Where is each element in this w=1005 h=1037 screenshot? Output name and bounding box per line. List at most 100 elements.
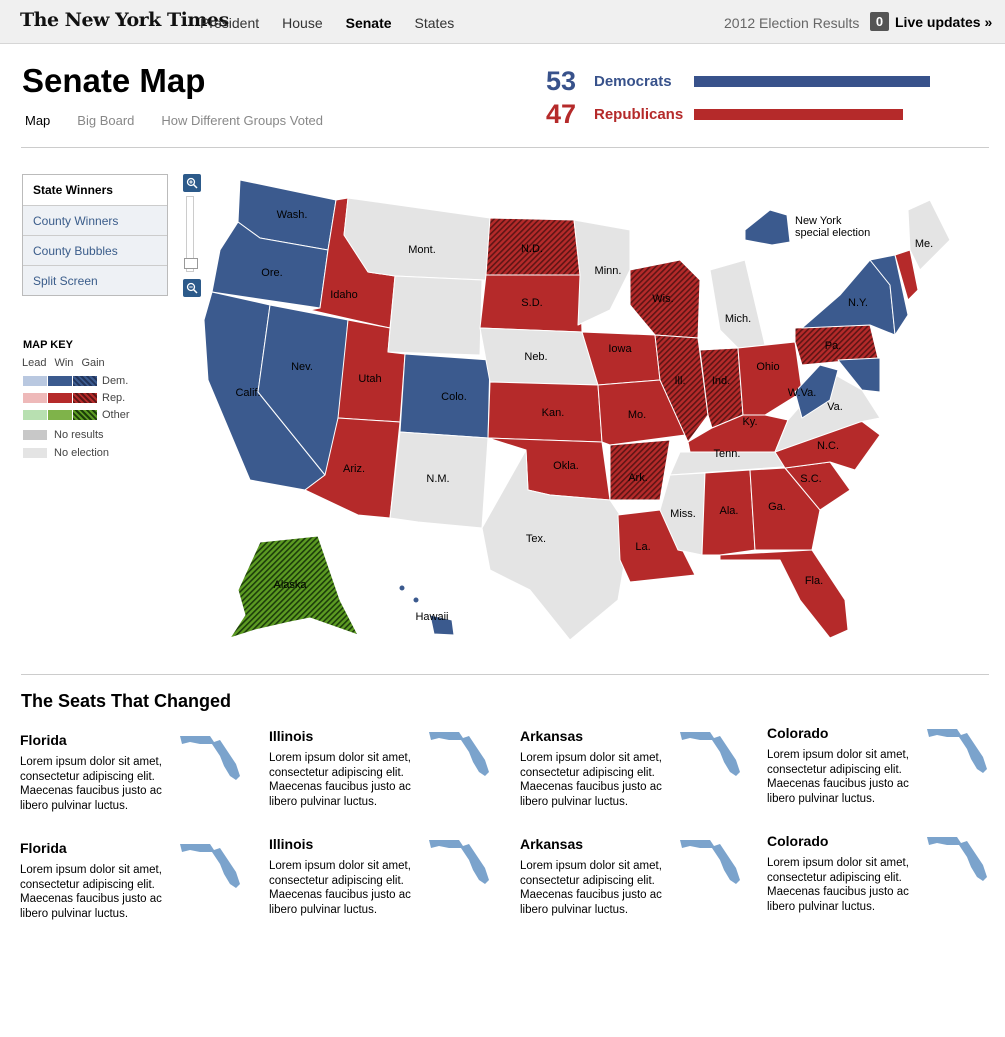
label-okla: Okla. xyxy=(553,460,579,472)
state-mississippi[interactable] xyxy=(659,472,706,556)
key-dem-gain-swatch xyxy=(73,376,97,386)
key-rep-gain-swatch xyxy=(73,393,97,403)
label-ind: Ind. xyxy=(712,375,730,387)
state-shape-icon xyxy=(429,732,489,776)
state-missouri[interactable] xyxy=(597,379,686,446)
zoom-slider-handle[interactable] xyxy=(184,258,198,269)
label-colo: Colo. xyxy=(441,391,467,403)
key-other-win-swatch xyxy=(48,410,72,420)
state-wyoming[interactable] xyxy=(387,275,483,356)
label-va: Va. xyxy=(827,401,843,413)
page-title: Senate Map xyxy=(22,62,206,99)
state-hawaii[interactable] xyxy=(429,614,455,636)
label-ohio: Ohio xyxy=(756,361,779,373)
state-maine[interactable] xyxy=(907,199,951,271)
tab-split-screen[interactable]: Split Screen xyxy=(23,265,167,295)
label-miss: Miss. xyxy=(670,508,696,520)
seat-card[interactable]: Illinois Lorem ipsum dolor sit amet, cons… xyxy=(269,836,509,917)
election-results-label[interactable]: 2012 Election Results xyxy=(724,15,860,31)
seat-state-name: Illinois xyxy=(269,728,314,744)
seat-card[interactable]: Illinois Lorem ipsum dolor sit amet, cons… xyxy=(269,728,509,809)
sub-nav: Map Big Board How Different Groups Voted xyxy=(25,113,323,128)
subnav-big-board[interactable]: Big Board xyxy=(77,113,135,128)
seat-state-name: Colorado xyxy=(767,833,829,849)
ny-special-inset[interactable] xyxy=(744,209,791,246)
key-no-election-label: No election xyxy=(54,447,110,459)
nav-senate[interactable]: Senate xyxy=(345,15,392,31)
state-georgia[interactable] xyxy=(749,467,821,551)
label-utah: Utah xyxy=(358,373,381,385)
seat-description: Lorem ipsum dolor sit amet, consectetur … xyxy=(269,860,411,916)
state-ohio[interactable] xyxy=(737,341,803,416)
state-alabama[interactable] xyxy=(701,469,756,556)
label-wva: W.Va. xyxy=(788,387,817,399)
nav-president[interactable]: President xyxy=(200,15,260,31)
zoom-slider-track[interactable] xyxy=(186,196,194,272)
live-updates-label: Live updates » xyxy=(895,13,993,30)
label-ky: Ky. xyxy=(742,416,757,428)
nav-house[interactable]: House xyxy=(282,15,323,31)
label-nm: N.M. xyxy=(426,473,449,485)
state-new-england-dem[interactable] xyxy=(869,254,909,336)
seat-card[interactable]: Florida Lorem ipsum dolor sit amet, conse… xyxy=(20,732,260,813)
state-shape-icon xyxy=(180,844,240,888)
hawaii-island-1 xyxy=(398,584,406,592)
state-montana[interactable] xyxy=(343,197,491,281)
label-ore: Ore. xyxy=(261,267,282,279)
seat-card[interactable]: Arkansas Lorem ipsum dolor sit amet, cons… xyxy=(520,728,760,809)
live-updates-button[interactable]: 0 Live updates » xyxy=(870,12,992,31)
tab-county-winners[interactable]: County Winners xyxy=(23,205,167,235)
state-pennsylvania[interactable] xyxy=(794,324,879,366)
zoom-in-button[interactable] xyxy=(183,174,201,192)
state-arkansas[interactable] xyxy=(609,439,671,501)
state-minnesota[interactable] xyxy=(573,219,631,326)
seat-description: Lorem ipsum dolor sit amet, consectetur … xyxy=(20,756,162,812)
label-tex: Tex. xyxy=(526,533,546,545)
label-ny: N.Y. xyxy=(848,297,868,309)
label-neb: Neb. xyxy=(524,351,547,363)
state-arizona[interactable] xyxy=(304,417,401,519)
dem-seat-count: 53 xyxy=(546,66,577,96)
key-row-no-election: No election xyxy=(23,447,109,459)
rep-label: Republicans xyxy=(594,106,684,123)
label-tenn: Tenn. xyxy=(714,448,741,460)
seat-card[interactable]: Florida Lorem ipsum dolor sit amet, conse… xyxy=(20,840,260,921)
top-bar: The New York Times President House Senat… xyxy=(0,0,1005,44)
senate-map[interactable]: Wash. Ore. Calif. Nev. Idaho Mont. Utah … xyxy=(190,160,980,650)
label-mo: Mo. xyxy=(628,409,646,421)
state-michigan[interactable] xyxy=(709,259,766,349)
state-new-mexico[interactable] xyxy=(389,431,489,529)
key-rep-lead-swatch xyxy=(23,393,47,403)
seat-description: Lorem ipsum dolor sit amet, consectetur … xyxy=(520,752,662,808)
state-mid-atlantic[interactable] xyxy=(837,357,881,393)
seats-changed-title: The Seats That Changed xyxy=(21,691,232,711)
nyt-logo[interactable]: The New York Times xyxy=(20,9,229,31)
state-alaska[interactable] xyxy=(229,535,359,639)
state-illinois[interactable] xyxy=(654,334,709,443)
state-new-hampshire[interactable] xyxy=(894,249,919,301)
state-florida[interactable] xyxy=(719,549,849,639)
key-rep-label: Rep. xyxy=(102,392,126,404)
subnav-groups-voted[interactable]: How Different Groups Voted xyxy=(161,113,324,128)
tab-county-bubbles[interactable]: County Bubbles xyxy=(23,235,167,265)
nav-states[interactable]: States xyxy=(414,15,455,31)
label-mich: Mich. xyxy=(725,313,751,325)
label-pa: Pa. xyxy=(825,340,842,352)
seat-card[interactable]: Colorado Lorem ipsum dolor sit amet, cons… xyxy=(767,833,1005,914)
state-west-virginia[interactable] xyxy=(794,364,839,419)
seat-card[interactable]: Colorado Lorem ipsum dolor sit amet, cons… xyxy=(767,725,1005,806)
seat-description: Lorem ipsum dolor sit amet, consectetur … xyxy=(269,752,411,808)
rep-seat-bar xyxy=(694,109,904,120)
subnav-map[interactable]: Map xyxy=(25,113,51,128)
zoom-out-button[interactable] xyxy=(183,279,201,297)
seat-description: Lorem ipsum dolor sit amet, consectetur … xyxy=(767,749,909,805)
tab-state-winners[interactable]: State Winners xyxy=(23,175,167,205)
seat-description: Lorem ipsum dolor sit amet, consectetur … xyxy=(520,860,662,916)
state-shape-icon xyxy=(927,837,987,881)
seat-description: Lorem ipsum dolor sit amet, consectetur … xyxy=(20,864,162,920)
key-col-gain: Gain xyxy=(81,357,105,369)
rep-seat-count: 47 xyxy=(546,99,577,129)
seat-card[interactable]: Arkansas Lorem ipsum dolor sit amet, cons… xyxy=(520,836,760,917)
label-alaska: Alaska xyxy=(273,579,307,591)
key-row-other: Other xyxy=(23,409,130,421)
